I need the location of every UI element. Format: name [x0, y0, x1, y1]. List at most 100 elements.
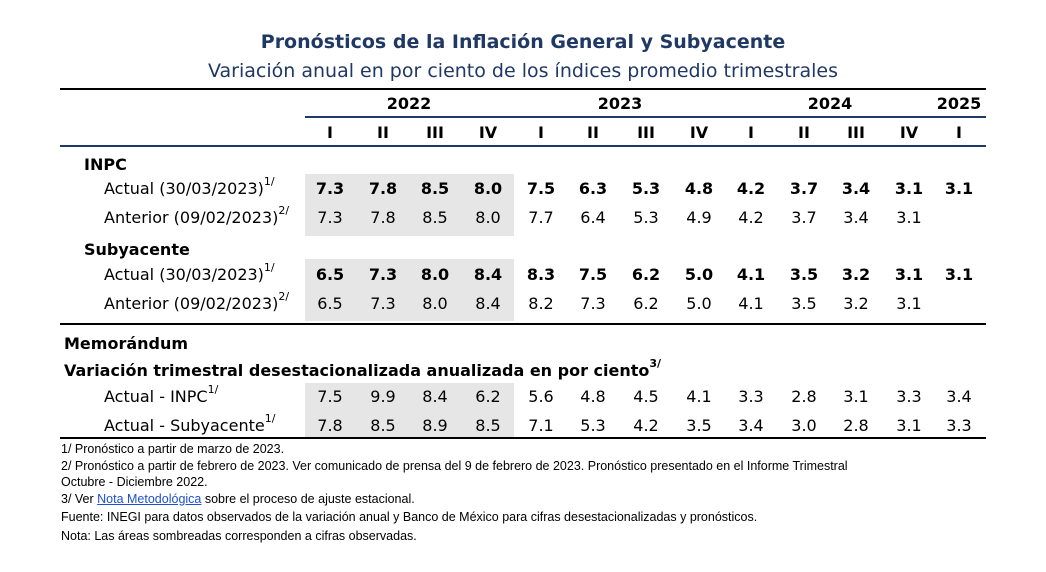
- observed-shading: [305, 174, 514, 236]
- footnote-ref: 3/: [649, 357, 662, 370]
- observed-shading: [305, 383, 514, 438]
- table-cell: 3.1: [894, 179, 924, 198]
- memo-cell: 7.1: [528, 416, 554, 435]
- memo-cell: 8.5: [475, 416, 501, 435]
- year-header: 2022: [386, 94, 432, 113]
- table-cell: 7.5: [578, 265, 608, 284]
- quarter-header: II: [798, 123, 810, 142]
- table-cell: 3.7: [789, 179, 819, 198]
- table-cell: 8.0: [473, 179, 503, 198]
- table-cell: 7.8: [368, 179, 398, 198]
- footnote-ref: 2/: [278, 290, 290, 303]
- footnote-ref: 1/: [263, 261, 275, 274]
- table-cell: 4.8: [684, 179, 714, 198]
- year-underline: [305, 116, 986, 118]
- quarter-header: I: [748, 123, 754, 142]
- memo-cell: 3.3: [738, 387, 764, 406]
- observed-shading: [305, 259, 514, 321]
- memo-cell: 6.2: [475, 387, 501, 406]
- table-cell: 3.1: [944, 265, 974, 284]
- quarter-header: III: [847, 123, 865, 142]
- table-cell: 8.0: [475, 208, 501, 227]
- table-cell: 3.2: [843, 294, 869, 313]
- table-cell: 3.1: [896, 208, 922, 227]
- table-cell: 8.4: [473, 265, 503, 284]
- table-cell: 8.4: [475, 294, 501, 313]
- table-cell: 8.5: [420, 179, 450, 198]
- table-cell: 3.4: [843, 208, 869, 227]
- table-cell: 7.3: [580, 294, 606, 313]
- quarter-header: I: [327, 123, 333, 142]
- footnote-2-cont: Octubre - Diciembre 2022.: [61, 475, 208, 489]
- chart-title: Pronósticos de la Inflación General y Su…: [260, 31, 786, 53]
- table-cell: 3.1: [944, 179, 974, 198]
- footnote-3-suffix: sobre el proceso de ajuste estacional.: [201, 492, 415, 506]
- quarter-header: II: [377, 123, 389, 142]
- table-cell: 7.8: [370, 208, 396, 227]
- footnote-3-prefix: 3/ Ver: [61, 492, 98, 506]
- section-heading: INPC: [84, 155, 127, 174]
- table-cell: 3.5: [791, 294, 817, 313]
- memo-cell: 8.9: [422, 416, 448, 435]
- footnote-1: 1/ Pronóstico a partir de marzo de 2023.: [61, 442, 285, 456]
- memo-cell: 3.1: [896, 416, 922, 435]
- quarter-header: III: [426, 123, 444, 142]
- table-cell: 7.7: [528, 208, 554, 227]
- section-heading: Subyacente: [84, 240, 190, 259]
- table-cell: 3.1: [894, 265, 924, 284]
- table-cell: 7.3: [368, 265, 398, 284]
- memo-cell: 4.1: [686, 387, 712, 406]
- memo-cell: 5.3: [580, 416, 606, 435]
- memo-rule: [60, 323, 986, 325]
- memo-cell: 4.2: [633, 416, 659, 435]
- year-header: 2023: [597, 94, 643, 113]
- row-label: Actual (30/03/2023)1/: [104, 175, 275, 198]
- footnote-ref: 2/: [278, 204, 290, 217]
- table-cell: 7.3: [315, 179, 345, 198]
- row-label: Anterior (09/02/2023)2/: [104, 204, 290, 227]
- table-cell: 8.3: [526, 265, 556, 284]
- quarter-header: IV: [478, 123, 498, 142]
- memo-cell: 2.8: [843, 416, 869, 435]
- quarter-header: I: [538, 123, 544, 142]
- memo-cell: 3.4: [946, 387, 972, 406]
- table-cell: 3.4: [841, 179, 871, 198]
- memo-cell: 8.5: [370, 416, 396, 435]
- table-cell: 5.3: [633, 208, 659, 227]
- memo-cell: 3.5: [686, 416, 712, 435]
- table-cell: 8.5: [422, 208, 448, 227]
- source-note: Fuente: INEGI para datos observados de l…: [61, 510, 758, 524]
- memo-subheading: Variación trimestral desestacionalizada …: [64, 357, 662, 380]
- table-cell: 7.5: [526, 179, 556, 198]
- row-label: Actual (30/03/2023)1/: [104, 261, 275, 284]
- bottom-rule: [60, 437, 986, 439]
- table-cell: 6.4: [580, 208, 606, 227]
- table-cell: 8.2: [528, 294, 554, 313]
- chart-subtitle: Variación anual en por ciento de los índ…: [208, 60, 838, 82]
- memo-row-label: Actual - INPC1/: [104, 383, 219, 406]
- row-label: Anterior (09/02/2023)2/: [104, 290, 290, 313]
- table-cell: 5.0: [684, 265, 714, 284]
- table-cell: 7.3: [317, 208, 343, 227]
- memo-cell: 3.3: [946, 416, 972, 435]
- memo-cell: 3.3: [896, 387, 922, 406]
- table-cell: 6.5: [317, 294, 343, 313]
- year-header: 2024: [807, 94, 853, 113]
- memo-cell: 4.8: [580, 387, 606, 406]
- table-cell: 5.3: [631, 179, 661, 198]
- table-cell: 6.2: [633, 294, 659, 313]
- top-rule: [60, 88, 986, 90]
- table-cell: 5.0: [686, 294, 712, 313]
- nota-metodologica-link[interactable]: Nota Metodológica: [97, 492, 202, 506]
- table-cell: 8.0: [422, 294, 448, 313]
- memo-row-label: Actual - Subyacente1/: [104, 412, 276, 435]
- memo-cell: 7.8: [317, 416, 343, 435]
- table-cell: 6.2: [631, 265, 661, 284]
- year-header: 2025: [936, 94, 982, 113]
- memo-cell: 5.6: [528, 387, 554, 406]
- table-cell: 4.1: [738, 294, 764, 313]
- table-cell: 4.1: [736, 265, 766, 284]
- table-cell: 4.2: [736, 179, 766, 198]
- table-cell: 3.2: [841, 265, 871, 284]
- table-cell: 7.3: [370, 294, 396, 313]
